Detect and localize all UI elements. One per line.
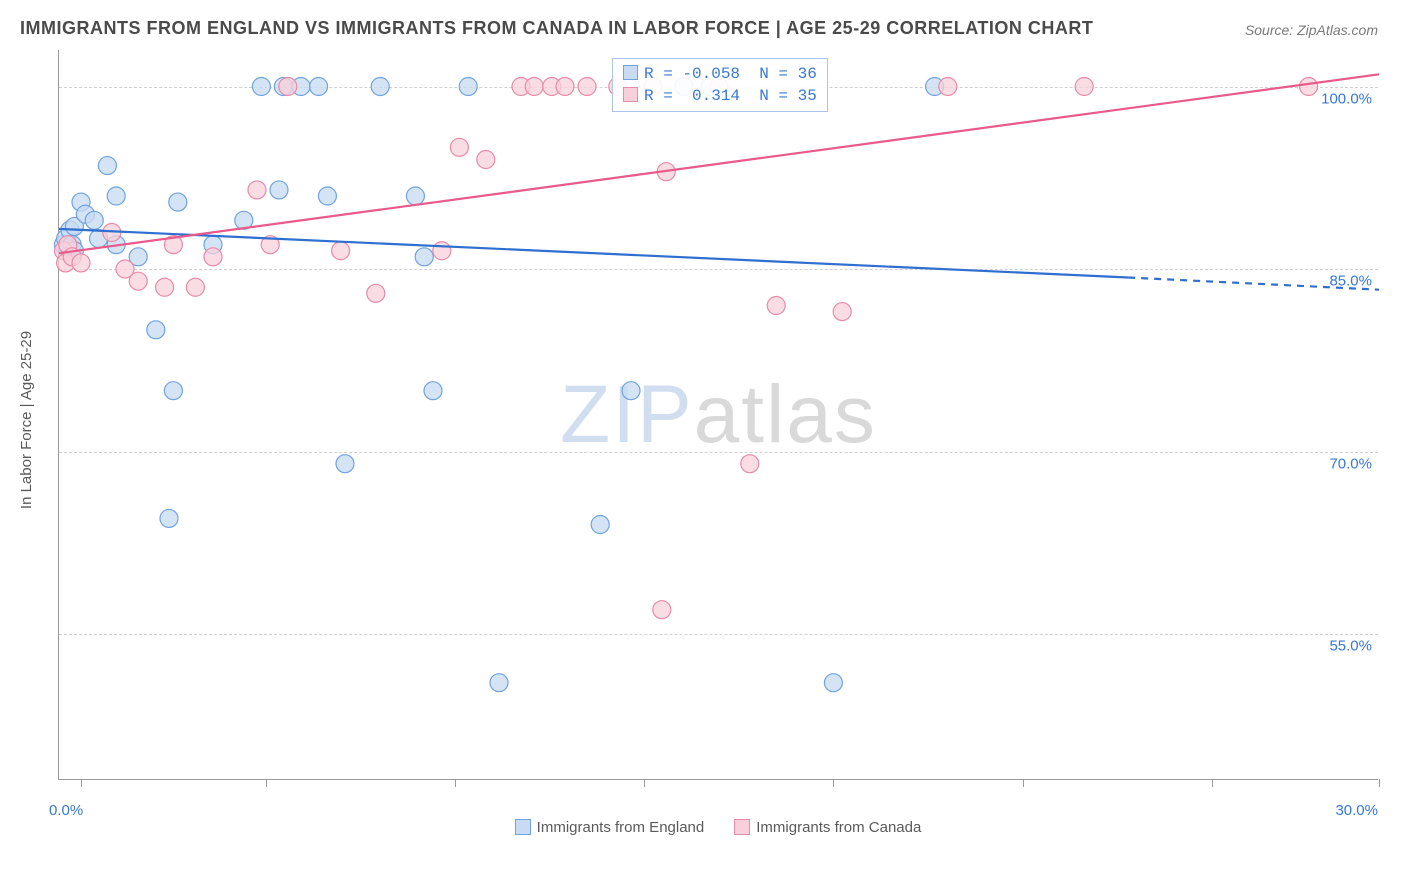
x-axis-label-min: 0.0% bbox=[49, 802, 83, 819]
x-axis-label-max: 30.0% bbox=[1335, 802, 1378, 819]
data-point-england bbox=[252, 78, 270, 96]
data-point-canada bbox=[279, 78, 297, 96]
data-point-canada bbox=[556, 78, 574, 96]
data-point-england bbox=[164, 382, 182, 400]
data-point-england bbox=[270, 181, 288, 199]
data-point-canada bbox=[1300, 78, 1318, 96]
chart-title: IMMIGRANTS FROM ENGLAND VS IMMIGRANTS FR… bbox=[20, 18, 1093, 39]
data-point-canada bbox=[525, 78, 543, 96]
data-point-england bbox=[591, 516, 609, 534]
data-point-england bbox=[371, 78, 389, 96]
data-point-canada bbox=[450, 138, 468, 156]
data-point-england bbox=[415, 248, 433, 266]
plot-area: 55.0%70.0%85.0%100.0% ZIPatlas R = -0.05… bbox=[58, 50, 1378, 780]
bottom-legend: Immigrants from England Immigrants from C… bbox=[0, 819, 1406, 836]
legend-label-england: Immigrants from England bbox=[537, 819, 705, 836]
data-point-england bbox=[336, 455, 354, 473]
data-point-canada bbox=[72, 254, 90, 272]
data-point-england bbox=[459, 78, 477, 96]
data-point-england bbox=[310, 78, 328, 96]
data-point-england bbox=[85, 211, 103, 229]
legend-swatch-england bbox=[515, 819, 531, 835]
data-point-canada bbox=[741, 455, 759, 473]
data-point-england bbox=[98, 157, 116, 175]
data-point-canada bbox=[129, 272, 147, 290]
x-tick bbox=[644, 779, 645, 787]
data-point-england bbox=[824, 674, 842, 692]
data-point-canada bbox=[156, 278, 174, 296]
data-point-canada bbox=[653, 601, 671, 619]
data-point-england bbox=[169, 193, 187, 211]
data-point-england bbox=[406, 187, 424, 205]
data-point-canada bbox=[578, 78, 596, 96]
data-point-england bbox=[160, 509, 178, 527]
x-tick bbox=[1379, 779, 1380, 787]
legend-swatch-canada bbox=[734, 819, 750, 835]
data-point-canada bbox=[939, 78, 957, 96]
correlation-legend-box: R = -0.058 N = 36R = 0.314 N = 35 bbox=[612, 58, 828, 112]
data-point-canada bbox=[248, 181, 266, 199]
data-point-england bbox=[318, 187, 336, 205]
data-point-canada bbox=[332, 242, 350, 260]
data-point-canada bbox=[367, 284, 385, 302]
corr-swatch-england bbox=[623, 65, 638, 80]
corr-row-england: R = -0.058 N = 36 bbox=[623, 63, 817, 85]
x-tick bbox=[266, 779, 267, 787]
legend-label-canada: Immigrants from Canada bbox=[756, 819, 921, 836]
x-tick bbox=[81, 779, 82, 787]
trend-line-dashed-england bbox=[1128, 278, 1379, 290]
x-tick bbox=[833, 779, 834, 787]
x-tick bbox=[1212, 779, 1213, 787]
data-point-england bbox=[424, 382, 442, 400]
data-point-canada bbox=[204, 248, 222, 266]
data-point-canada bbox=[833, 303, 851, 321]
scatter-svg bbox=[59, 50, 1378, 779]
x-tick bbox=[455, 779, 456, 787]
data-point-canada bbox=[186, 278, 204, 296]
data-point-england bbox=[622, 382, 640, 400]
data-point-canada bbox=[1075, 78, 1093, 96]
x-tick bbox=[1023, 779, 1024, 787]
source-label: Source: ZipAtlas.com bbox=[1245, 22, 1378, 38]
data-point-england bbox=[147, 321, 165, 339]
data-point-canada bbox=[767, 297, 785, 315]
corr-swatch-canada bbox=[623, 87, 638, 102]
data-point-england bbox=[107, 187, 125, 205]
data-point-england bbox=[490, 674, 508, 692]
y-axis-title: In Labor Force | Age 25-29 bbox=[18, 331, 35, 509]
data-point-canada bbox=[433, 242, 451, 260]
corr-row-canada: R = 0.314 N = 35 bbox=[623, 85, 817, 107]
data-point-canada bbox=[477, 151, 495, 169]
